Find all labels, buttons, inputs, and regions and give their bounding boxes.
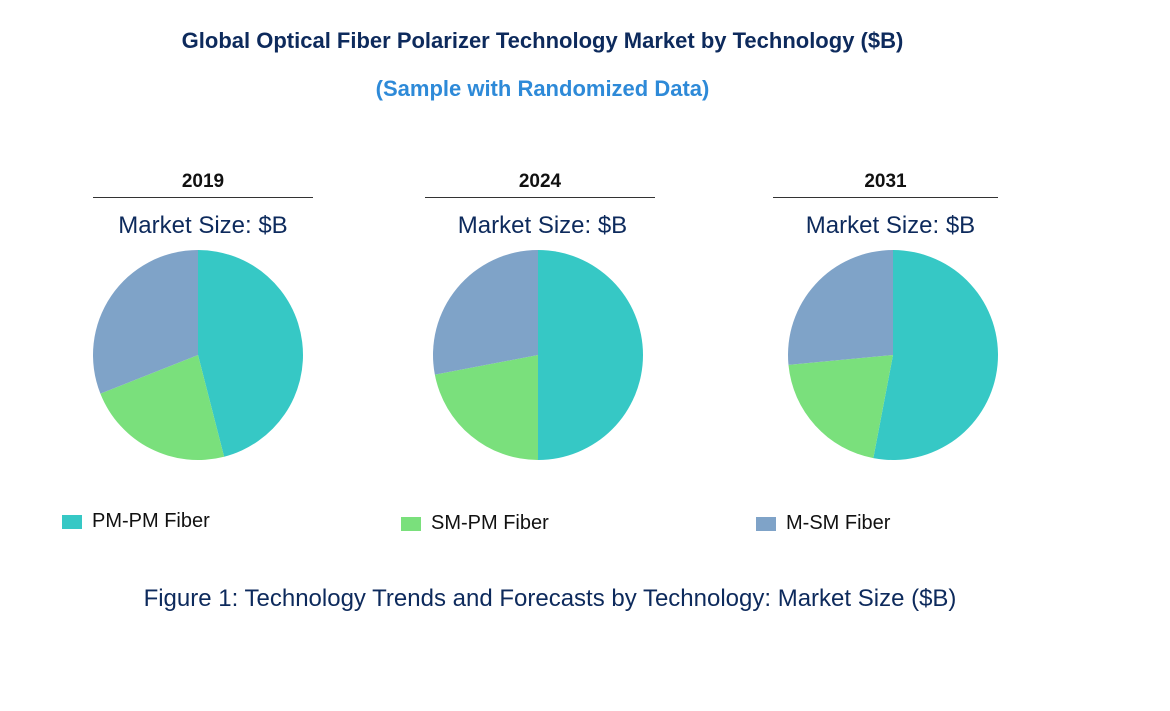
year-label-2019: 2019 <box>93 171 313 198</box>
pie-2031 <box>788 250 998 460</box>
legend-label: M-SM Fiber <box>786 512 891 534</box>
pie-slice-pm-pm-fiber <box>198 250 304 457</box>
pie-slice-m-sm-fiber <box>433 250 538 375</box>
year-label-2024: 2024 <box>425 171 655 198</box>
market-size-label-2019: Market Size: $B <box>118 212 288 239</box>
figure-caption: Figure 1: Technology Trends and Forecast… <box>143 585 957 612</box>
chart-title: Global Optical Fiber Polarizer Technolog… <box>181 28 904 53</box>
pie-slice-pm-pm-fiber <box>873 250 998 460</box>
market-size-label-2024: Market Size: $B <box>457 212 628 239</box>
year-label-2031: 2031 <box>773 171 998 198</box>
legend-label: SM-PM Fiber <box>431 512 549 534</box>
pie-slice-m-sm-fiber <box>788 250 893 365</box>
legend-item-pm-pm: PM-PM Fiber <box>62 510 210 533</box>
pie-slice-pm-pm-fiber <box>538 250 643 460</box>
pie-slice-m-sm-fiber <box>92 250 198 394</box>
pie-slice-sm-pm-fiber <box>788 355 893 459</box>
pie-slice-sm-pm-fiber <box>434 355 538 460</box>
legend-swatch <box>401 516 421 531</box>
pie-2024 <box>433 250 643 460</box>
legend-swatch <box>756 516 776 531</box>
legend-item-m-sm: M-SM Fiber <box>756 512 890 535</box>
market-size-label-2031: Market Size: $B <box>805 212 976 239</box>
chart-subtitle: (Sample with Randomized Data) <box>375 76 710 101</box>
legend-swatch <box>62 514 82 529</box>
pie-slice-sm-pm-fiber <box>100 355 225 460</box>
legend-item-sm-pm: SM-PM Fiber <box>401 512 549 535</box>
pie-2019 <box>92 250 304 460</box>
legend-label: PM-PM Fiber <box>92 510 210 532</box>
